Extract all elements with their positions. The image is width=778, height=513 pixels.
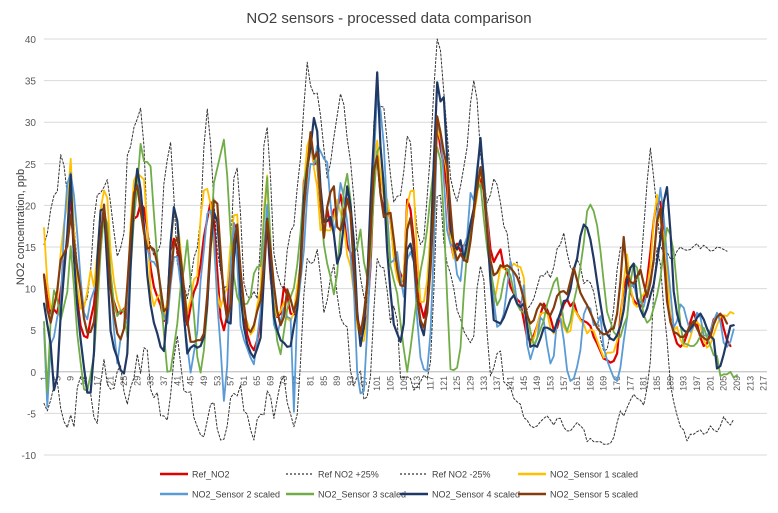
x-tick-labels: 1 5 9 13 17 21 25 29 33 37 41 45 49 53 57 61 65 69 73 77 81 8… [39,376,769,391]
y-tick-label: -10 [22,451,37,462]
x-tick-label: 1 [39,376,49,381]
y-tick-label: 5 [30,326,36,337]
x-tick-label: 49 [199,376,209,386]
y-axis-label: NO2 concentration, ppb [15,169,27,285]
legend-item-7: NO2_Sensor 4 scaled [400,490,520,500]
legend: Ref_NO2 Ref NO2 +25% Ref NO2 -25% NO2_Senso… [160,470,638,500]
legend-item-2: Ref NO2 +25% [286,470,379,480]
x-tick-label: 133 [479,376,489,391]
x-tick-label: 73 [279,376,289,386]
legend-label: NO2_Sensor 1 scaled [550,470,638,480]
legend-label: Ref_NO2 [192,470,230,480]
x-tick-label: 181 [639,376,649,391]
x-tick-label: 141 [505,376,515,391]
y-tick-label: 0 [30,368,36,379]
y-tick-labels: -10 -5 0 5 10 15 20 25 30 35 40 [22,35,37,462]
x-tick-label: 165 [585,376,595,391]
x-tick-label: 113 [412,376,422,390]
x-tick-label: 69 [266,376,276,386]
x-tick-label: 193 [679,376,689,391]
x-tick-label: 25 [119,376,129,386]
x-tick-label: 37 [159,376,169,386]
x-tick-label: 61 [239,376,249,386]
legend-label: NO2_Sensor 2 scaled [192,490,280,500]
legend-item-8: NO2_Sensor 5 scaled [518,490,638,500]
x-tick-label: 213 [745,376,755,391]
x-tick-label: 109 [399,376,409,391]
x-tick-label: 217 [759,376,769,391]
chart-title: NO2 sensors - processed data comparison [246,10,531,27]
x-tick-label: 17 [92,376,102,386]
x-tick-label: 129 [465,376,475,391]
x-tick-label: 89 [332,376,342,386]
legend-label: NO2_Sensor 5 scaled [550,490,638,500]
x-tick-label: 197 [692,376,702,391]
y-tick-label: 40 [25,35,37,46]
x-tick-label: 185 [652,376,662,391]
x-tick-label: 101 [372,376,382,391]
x-tick-label: 157 [559,376,569,391]
y-tick-label: 30 [25,118,37,129]
x-tick-label: 169 [599,376,609,391]
y-tick-label: 25 [25,160,37,171]
x-tick-label: 21 [106,376,116,386]
legend-item-5: NO2_Sensor 2 scaled [160,490,280,500]
x-tick-label: 117 [425,376,435,390]
series-line-7 [42,71,735,394]
series-lines [42,38,738,445]
gridlines [44,38,767,456]
x-tick-label: 121 [439,376,449,391]
x-tick-label: 209 [732,376,742,391]
x-tick-label: 53 [212,376,222,386]
legend-item-1: Ref_NO2 [160,470,230,480]
x-tick-label: 65 [252,376,262,386]
x-tick-label: 29 [132,376,142,386]
legend-item-3: Ref NO2 -25% [400,470,491,480]
x-tick-label: 57 [226,376,236,386]
x-tick-label: 13 [79,376,89,386]
legend-label: NO2_Sensor 4 scaled [432,490,520,500]
legend-label: Ref NO2 +25% [318,470,379,480]
series-line-8 [42,115,729,343]
series-line-2 [43,38,728,352]
x-tick-label: 177 [625,376,635,391]
y-tick-label: 20 [25,201,37,212]
x-tick-label: 149 [532,376,542,391]
x-tick-label: 93 [346,376,356,386]
x-tick-label: 85 [319,376,329,386]
legend-label: Ref NO2 -25% [432,470,491,480]
x-tick-label: 9 [66,376,76,381]
y-tick-label: 10 [25,285,37,296]
x-tick-label: 145 [519,376,529,391]
x-tick-label: 105 [386,376,396,391]
x-tick-label: 161 [572,376,582,391]
x-tick-label: 41 [172,376,182,386]
y-tick-label: 35 [25,77,37,88]
x-tick-label: 33 [146,376,156,386]
legend-item-4: NO2_Sensor 1 scaled [518,470,638,480]
x-tick-label: 201 [705,376,715,391]
x-tick-label: 173 [612,376,622,391]
x-tick-label: 45 [186,376,196,386]
legend-item-6: NO2_Sensor 3 scaled [286,490,406,500]
x-tick-label: 81 [306,376,316,386]
x-tick-label: 205 [719,376,729,391]
x-tick-label: 137 [492,376,502,391]
x-tick-label: 153 [545,376,555,391]
y-tick-label: 15 [25,243,37,254]
x-tick-label: 125 [452,376,462,391]
x-tick-label: 77 [292,376,302,386]
y-tick-label: -5 [27,409,36,420]
series-line-3 [43,194,735,445]
legend-label: NO2_Sensor 3 scaled [318,490,406,500]
